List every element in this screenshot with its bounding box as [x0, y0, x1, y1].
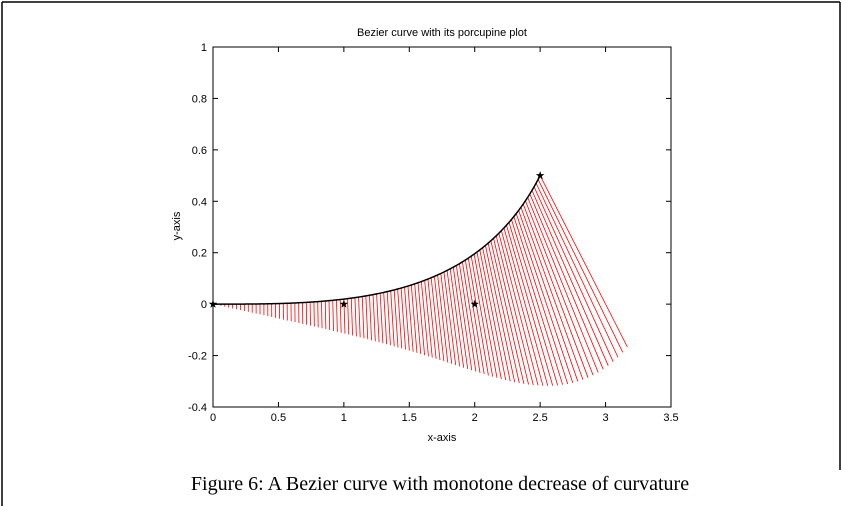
bristle [480, 250, 506, 380]
y-tick-label: -0.2 [188, 351, 207, 363]
x-tick-label: 1.5 [402, 412, 417, 424]
figure-caption: Figure 6: A Bezier curve with monotone d… [191, 473, 689, 495]
y-tick-label: 0.8 [192, 93, 207, 105]
bristle [359, 297, 361, 337]
bristle [447, 270, 460, 366]
x-axis-label: x-axis [428, 432, 457, 444]
x-tick-label: 2.5 [532, 412, 547, 424]
y-tick-label: 0.2 [192, 248, 207, 260]
bristle [401, 288, 405, 349]
y-tick-label: -0.4 [188, 402, 207, 414]
bristle [340, 300, 341, 333]
bristle [415, 284, 421, 354]
bristle [384, 292, 387, 344]
bristle [369, 295, 371, 340]
y-axis-label: y-axis [171, 211, 183, 240]
bristle [377, 294, 380, 342]
y-tick-label: 0.4 [192, 196, 207, 208]
bristle [394, 290, 398, 347]
bristle [428, 279, 436, 359]
bristle [523, 204, 588, 378]
x-tick-label: 0.5 [271, 412, 286, 424]
bristle [525, 201, 593, 376]
y-tick-label: 0.6 [192, 145, 207, 157]
bristle [355, 298, 356, 337]
bristle [325, 301, 326, 329]
bristle [462, 262, 480, 373]
bristle [336, 300, 337, 332]
bristle [333, 300, 334, 331]
bristle [534, 187, 613, 362]
x-tick-label: 1 [341, 412, 347, 424]
x-tick-label: 3.5 [663, 412, 678, 424]
bristle [536, 183, 618, 357]
bristle [373, 295, 375, 342]
bristle [366, 296, 368, 339]
bristle [519, 210, 578, 381]
bristle [351, 298, 352, 335]
bristle [483, 248, 511, 381]
bristle [532, 190, 608, 365]
bristle [391, 291, 395, 347]
x-tick-label: 3 [603, 412, 609, 424]
x-tick-label: 2 [472, 412, 478, 424]
bristle [425, 280, 433, 357]
x-tick-label: 0 [210, 412, 216, 424]
bristle [321, 301, 322, 328]
bristle [380, 293, 383, 343]
bristle [398, 289, 402, 348]
bristle [421, 282, 428, 357]
porcupine-bristles [213, 176, 627, 386]
bristle [509, 222, 558, 385]
bristle [362, 297, 364, 339]
bristle [456, 265, 471, 370]
control-point [536, 171, 545, 179]
bristle [348, 299, 349, 335]
chart-title: Bezier curve with its porcupine plot [357, 27, 527, 39]
y-tick-label: 0 [201, 299, 207, 311]
bristle [418, 283, 425, 355]
bristle [499, 233, 538, 385]
bristle [329, 301, 330, 330]
bristle [387, 292, 390, 346]
y-tick-label: 1 [201, 42, 207, 54]
bristle [528, 197, 599, 372]
bezier-curve [213, 176, 540, 305]
bristle [450, 269, 463, 368]
bristle [530, 194, 603, 369]
bristle [488, 243, 519, 383]
bristle [514, 217, 568, 384]
